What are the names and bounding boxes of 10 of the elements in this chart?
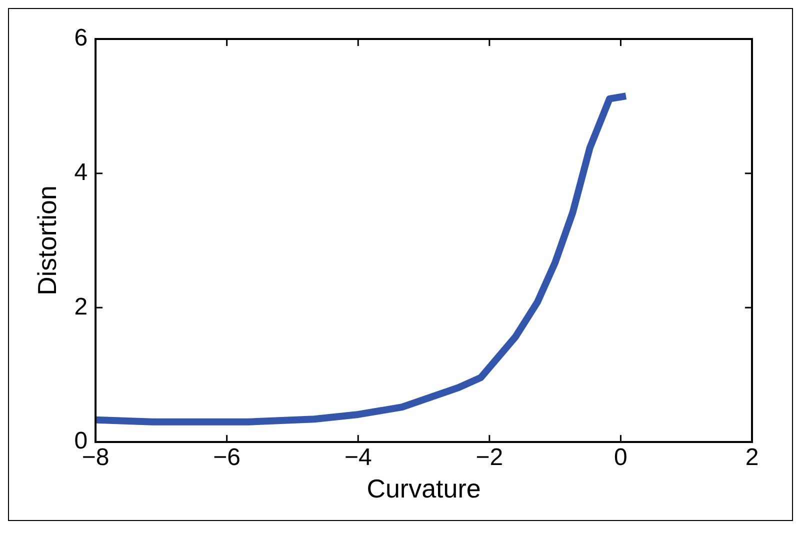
x-tick-label: 2 (745, 444, 759, 472)
x-tick-label: −4 (344, 444, 372, 472)
x-tick-label: −6 (213, 444, 241, 472)
y-tick-label: 4 (74, 158, 88, 186)
x-axis-title: Curvature (366, 474, 481, 504)
x-tick-label: −2 (476, 444, 504, 472)
x-tick-label: 0 (614, 444, 628, 472)
y-tick-label: 6 (74, 24, 88, 52)
y-tick-label: 2 (74, 293, 88, 320)
y-axis-title: Distortion (32, 186, 62, 296)
